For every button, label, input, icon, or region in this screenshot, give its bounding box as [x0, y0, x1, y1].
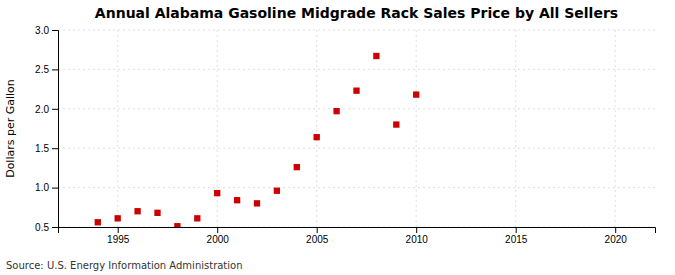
- tick-mark: [217, 227, 218, 233]
- point: [214, 190, 220, 196]
- tick: 1.0: [35, 182, 58, 193]
- tick: 2.0: [35, 104, 58, 115]
- point: [254, 200, 260, 206]
- y-axis: 0.5 1.0 1.5 2.0 2.5 3.0: [35, 25, 58, 233]
- tick-mark: [52, 227, 58, 228]
- tick: 0.5: [35, 222, 58, 233]
- tick-label: 2000: [207, 234, 230, 245]
- tick-label: 3.0: [35, 25, 49, 36]
- point: [154, 210, 160, 216]
- title: Annual Alabama Gasoline Midgrade Rack Sa…: [95, 5, 618, 21]
- tick-label: 1.5: [35, 143, 49, 154]
- grid-line-y: [58, 187, 655, 188]
- tick: 2000: [207, 227, 230, 245]
- tick-label: 2010: [406, 234, 429, 245]
- point: [373, 53, 379, 59]
- tick-label: 2.5: [35, 64, 49, 75]
- grid: [58, 30, 655, 227]
- tick-mark: [52, 69, 58, 70]
- tick-mark: [416, 227, 417, 233]
- y-axis-label: Dollars per Gallon: [4, 79, 17, 178]
- tick-mark: [52, 188, 58, 189]
- point: [95, 219, 101, 225]
- point: [115, 215, 121, 221]
- tick-mark: [52, 109, 58, 110]
- tick: 1.5: [35, 143, 58, 154]
- tick-mark: [52, 148, 58, 149]
- point: [333, 108, 339, 114]
- point: [393, 121, 399, 127]
- point: [234, 197, 240, 203]
- grid-line-x: [217, 30, 218, 227]
- point: [294, 164, 300, 170]
- tick: 2020: [605, 227, 628, 245]
- tick-label: 2.0: [35, 104, 49, 115]
- point: [174, 223, 180, 227]
- tick-label: 1995: [107, 234, 130, 245]
- axis-domain: [52, 31, 59, 228]
- tick: 2015: [505, 227, 528, 245]
- tick: 2.5: [35, 64, 58, 75]
- grid-line-x: [416, 30, 417, 227]
- tick-mark: [52, 30, 58, 31]
- point: [353, 88, 359, 94]
- axis-domain: [59, 228, 656, 234]
- tick: 2010: [406, 227, 429, 245]
- tick-label: 2020: [605, 234, 628, 245]
- grid-line-y: [58, 148, 655, 149]
- tick: 2005: [306, 227, 329, 245]
- grid-line-x: [316, 30, 317, 227]
- grid-line-x: [615, 30, 616, 227]
- point: [194, 215, 200, 221]
- tick-mark: [118, 227, 119, 233]
- tick: 3.0: [35, 25, 58, 36]
- plot-area: 1995 2000 2005 2010 2015 2020 0.5 1.0 1.5 2.0 2.5 3…: [35, 25, 655, 245]
- tick-label: 2015: [505, 234, 528, 245]
- tick-mark: [615, 227, 616, 233]
- tick-label: 0.5: [35, 222, 49, 233]
- tick-mark: [516, 227, 517, 233]
- point: [134, 208, 140, 214]
- grid-line-x: [515, 30, 516, 227]
- tick-mark: [317, 227, 318, 233]
- point: [274, 188, 280, 194]
- annotation: Source: U.S. Energy Information Administ…: [6, 260, 243, 271]
- tick-label: 1.0: [35, 182, 49, 193]
- grid-line-x: [117, 30, 118, 227]
- point: [314, 134, 320, 140]
- point: [413, 91, 419, 97]
- tick: 1995: [107, 227, 130, 245]
- grid-line-y: [58, 69, 655, 70]
- x-axis: 1995 2000 2005 2010 2015 2020: [59, 227, 656, 245]
- grid-line-y: [58, 30, 655, 31]
- tick-label: 2005: [306, 234, 329, 245]
- grid-line-y: [58, 108, 655, 109]
- chart-svg: 1995 2000 2005 2010 2015 2020 0.5 1.0 1.5 2.0 2.5 3…: [0, 0, 675, 275]
- chart-container: 1995 2000 2005 2010 2015 2020 0.5 1.0 1.5 2.0 2.5 3…: [0, 0, 675, 275]
- marks: [95, 53, 420, 227]
